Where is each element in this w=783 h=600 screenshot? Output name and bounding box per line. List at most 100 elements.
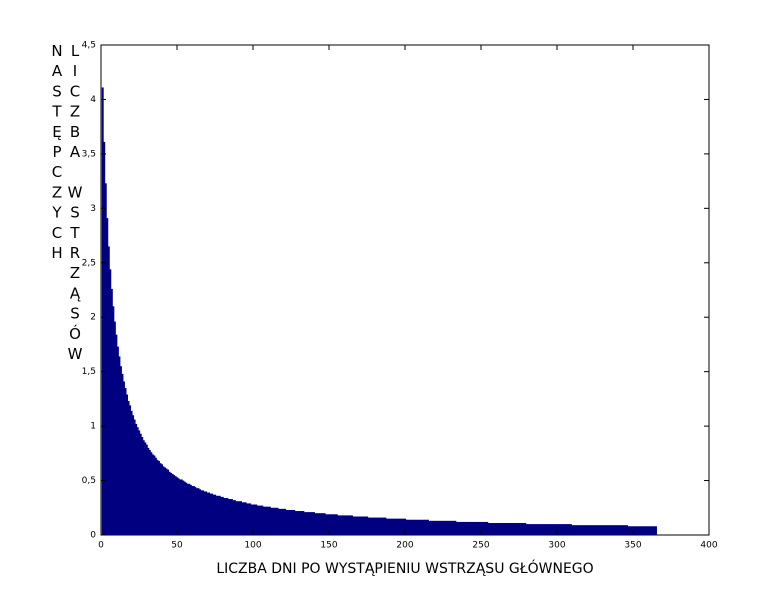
bar (527, 524, 530, 535)
bar (126, 394, 128, 535)
bar (320, 513, 323, 535)
bar (507, 523, 510, 535)
bar (510, 523, 513, 535)
bar (150, 452, 153, 535)
bar (196, 488, 198, 535)
bar (475, 521, 478, 535)
bar (337, 515, 340, 535)
bar (282, 508, 285, 535)
bar (268, 506, 271, 535)
y-tick-label: 2 (90, 313, 96, 323)
bar (372, 517, 375, 535)
bar (246, 503, 249, 535)
bar (509, 523, 512, 535)
bar (446, 520, 449, 535)
bar (547, 524, 550, 535)
bar (351, 515, 353, 535)
y-tick-label: 4 (90, 95, 96, 105)
bar (145, 444, 148, 535)
bar (591, 525, 594, 535)
bar (238, 501, 241, 535)
bar (480, 521, 483, 535)
bar (230, 499, 233, 535)
bar (370, 517, 373, 535)
bar (440, 520, 443, 535)
bar (258, 505, 261, 535)
bar (220, 496, 223, 535)
bar (626, 525, 629, 535)
bar (483, 521, 486, 535)
bar (136, 427, 139, 535)
bar (548, 524, 551, 535)
bar (281, 508, 284, 535)
bar (460, 521, 463, 535)
bar (498, 523, 501, 535)
bar (303, 512, 306, 535)
bar (610, 525, 613, 535)
bar (358, 516, 361, 535)
bar (471, 521, 474, 535)
bar (325, 514, 328, 535)
bar (542, 524, 545, 535)
bar (565, 524, 568, 535)
bar (332, 514, 335, 535)
bar (130, 410, 133, 535)
bar (379, 517, 382, 535)
bar (465, 521, 467, 535)
bar (506, 523, 508, 535)
bar (147, 447, 150, 535)
bar (524, 523, 527, 535)
bar (227, 499, 230, 535)
bar (199, 489, 201, 535)
bar (392, 518, 394, 535)
bar (589, 525, 592, 535)
bar (334, 514, 337, 535)
bar (614, 525, 616, 535)
bar (623, 525, 626, 535)
bar (270, 507, 273, 535)
bar (197, 488, 200, 535)
bar (123, 381, 125, 535)
bar (652, 526, 654, 535)
bar (378, 517, 381, 535)
bar (124, 388, 127, 535)
bar (165, 468, 168, 535)
bar (346, 515, 349, 535)
bar (215, 495, 218, 535)
x-tick-label: 150 (320, 541, 337, 551)
bar (560, 524, 563, 535)
bar (603, 525, 606, 535)
bar (364, 516, 367, 535)
bar (399, 518, 402, 535)
bar (462, 521, 464, 535)
bar (121, 373, 124, 535)
bar (313, 512, 315, 535)
bar (606, 525, 609, 535)
bar (259, 505, 262, 535)
bar (636, 526, 639, 535)
bar (253, 504, 256, 535)
bar (618, 525, 621, 535)
bar (518, 523, 521, 535)
bar (405, 519, 408, 535)
bar (354, 516, 356, 535)
bar (341, 515, 344, 535)
x-tick-label: 0 (98, 541, 104, 551)
bar (463, 521, 466, 535)
bar (554, 524, 557, 535)
bar (545, 524, 548, 535)
bar (214, 494, 217, 535)
bar (635, 526, 638, 535)
bar (579, 525, 581, 535)
bar (185, 482, 188, 535)
bar (179, 479, 182, 535)
bar (302, 511, 305, 535)
bar (639, 526, 642, 535)
bar (468, 521, 470, 535)
bar (329, 514, 332, 535)
bar (496, 523, 499, 535)
y-tick-label: 1,5 (82, 367, 96, 377)
bar (264, 506, 267, 535)
bar (572, 525, 575, 535)
